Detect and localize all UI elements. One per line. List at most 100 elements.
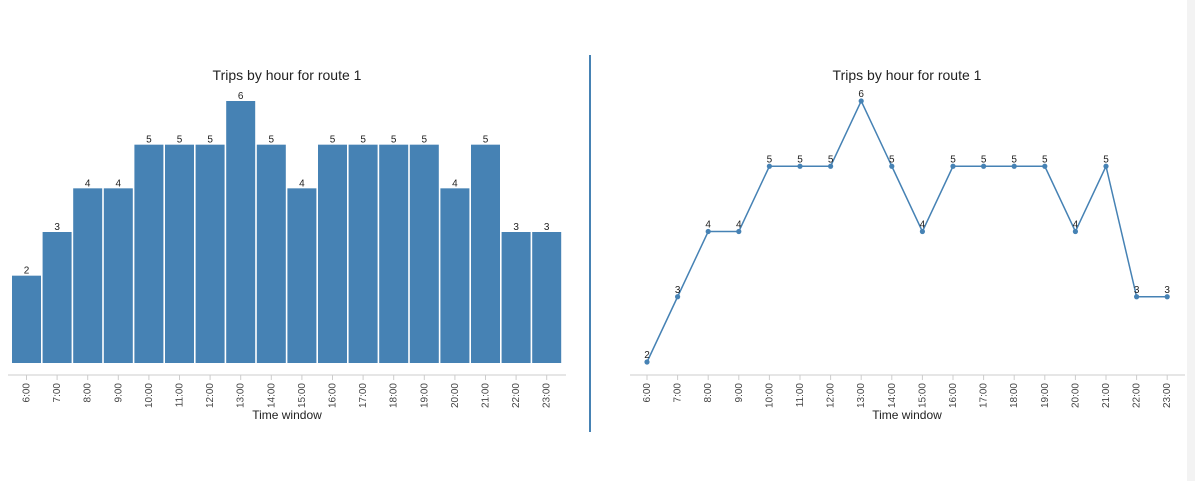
point-value-label: 5 [828, 154, 834, 165]
bar-tick-label: 9:00 [113, 383, 124, 403]
point-value-label: 2 [644, 350, 650, 361]
point-value-label: 3 [1164, 285, 1170, 296]
bar-tick-label: 8:00 [83, 383, 94, 403]
line-tick-label: 16:00 [948, 383, 959, 408]
data-point [919, 228, 926, 235]
bar [287, 188, 317, 363]
line-tick-label: 15:00 [917, 383, 928, 408]
bar [256, 144, 286, 363]
bar [226, 101, 256, 363]
line-tick-label: 19:00 [1040, 383, 1051, 408]
bar-value-label: 5 [146, 135, 152, 146]
line-tick-label: 12:00 [826, 383, 837, 408]
line-tick-label: 14:00 [887, 383, 898, 408]
bar-value-label: 4 [452, 178, 458, 189]
bar-tick-label: 12:00 [205, 383, 216, 408]
bar [532, 232, 562, 363]
bar-tick-label: 19:00 [419, 383, 430, 408]
bar-value-label: 5 [330, 135, 336, 146]
point-value-label: 3 [675, 285, 681, 296]
bar-value-label: 3 [54, 222, 60, 233]
bar [165, 144, 194, 363]
data-point [797, 163, 803, 169]
data-point [1011, 163, 1017, 169]
point-value-label: 4 [705, 220, 711, 231]
point-value-label: 4 [1073, 220, 1079, 231]
bar [379, 144, 409, 363]
line-chart: Trips by hour for route 1 2 3 4 4 5 5 5 6 5 4 5 5 5 5… [630, 67, 1185, 422]
bar [195, 144, 225, 363]
bar-value-label: 3 [513, 222, 519, 233]
bar-x-axis-label: Time window [252, 408, 322, 422]
bar-value-label: 4 [299, 178, 305, 189]
bar-value-label: 5 [177, 135, 183, 146]
bar-chart: Trips by hour for route 1 2 3 4 4 5 5 5 6 5 4 5 5 5 5… [8, 67, 566, 422]
bar [318, 144, 347, 363]
data-point [705, 228, 711, 235]
line-tick-label: 7:00 [673, 383, 684, 403]
bar-tick-label: 17:00 [358, 383, 369, 408]
bar-tick-label: 20:00 [450, 383, 461, 408]
bar [73, 188, 103, 363]
data-point [675, 294, 681, 300]
data-point [828, 163, 834, 169]
bar-value-label: 4 [116, 178, 122, 189]
bar-tick-label: 14:00 [266, 383, 277, 408]
series-line [646, 99, 1168, 363]
bar-tick-label: 15:00 [297, 383, 308, 408]
data-point [1072, 228, 1078, 235]
line-tick-label: 6:00 [642, 383, 653, 403]
bar-marks: 2 3 4 4 5 5 5 6 5 4 5 5 5 5 4 5 3 3 [12, 91, 562, 363]
line-tick-label: 20:00 [1070, 383, 1081, 408]
bar-chart-title: Trips by hour for route 1 [213, 67, 362, 83]
line-tick-label: 22:00 [1132, 383, 1143, 408]
point-value-label: 5 [889, 154, 895, 165]
bar-tick-label: 18:00 [389, 383, 400, 408]
line-tick-label: 21:00 [1101, 383, 1112, 408]
point-value-label: 5 [1042, 154, 1048, 165]
bar-tick-label: 13:00 [236, 383, 247, 408]
bar-value-label: 5 [422, 135, 428, 146]
bar-value-label: 5 [269, 135, 275, 146]
bar-tick-label: 7:00 [52, 383, 63, 403]
point-value-label: 5 [1011, 154, 1017, 165]
point-value-label: 5 [767, 154, 773, 165]
bar-tick-label: 16:00 [328, 383, 339, 408]
bar [103, 188, 133, 363]
bar [348, 144, 378, 363]
data-point [950, 163, 956, 169]
data-point [766, 163, 773, 169]
bar [12, 275, 41, 363]
line-x-ticks: 6:00 7:00 8:00 9:00 10:00 11:00 12:00 13:00 14:0… [642, 375, 1173, 408]
point-value-label: 5 [1103, 154, 1109, 165]
line-tick-label: 13:00 [856, 383, 867, 408]
point-value-label: 3 [1134, 285, 1140, 296]
data-point [736, 228, 742, 235]
bar-tick-label: 22:00 [511, 383, 522, 408]
line-tick-label: 10:00 [764, 383, 775, 408]
bar-value-label: 2 [24, 266, 30, 277]
bar [501, 232, 531, 363]
line-tick-label: 9:00 [734, 383, 745, 403]
point-value-label: 4 [920, 220, 926, 231]
line-tick-label: 18:00 [1009, 383, 1020, 408]
data-point [1042, 163, 1048, 169]
bar [42, 232, 72, 363]
line-tick-label: 11:00 [795, 383, 806, 408]
window-edge [1187, 0, 1195, 481]
point-value-label: 6 [858, 89, 864, 100]
point-value-label: 5 [981, 154, 987, 165]
data-point [981, 163, 987, 169]
line-marks: 2 3 4 4 5 5 5 6 5 4 5 5 5 5 4 5 3 3 [644, 89, 1170, 365]
data-point [1103, 163, 1109, 169]
bar-tick-label: 21:00 [481, 383, 492, 408]
bar-value-label: 5 [391, 135, 397, 146]
data-point [889, 163, 895, 169]
line-tick-label: 23:00 [1162, 383, 1173, 408]
bar-tick-label: 10:00 [144, 383, 155, 408]
line-tick-label: 17:00 [979, 383, 990, 408]
line-chart-title: Trips by hour for route 1 [833, 67, 982, 83]
bar-value-label: 3 [544, 222, 550, 233]
data-point [1134, 294, 1140, 300]
